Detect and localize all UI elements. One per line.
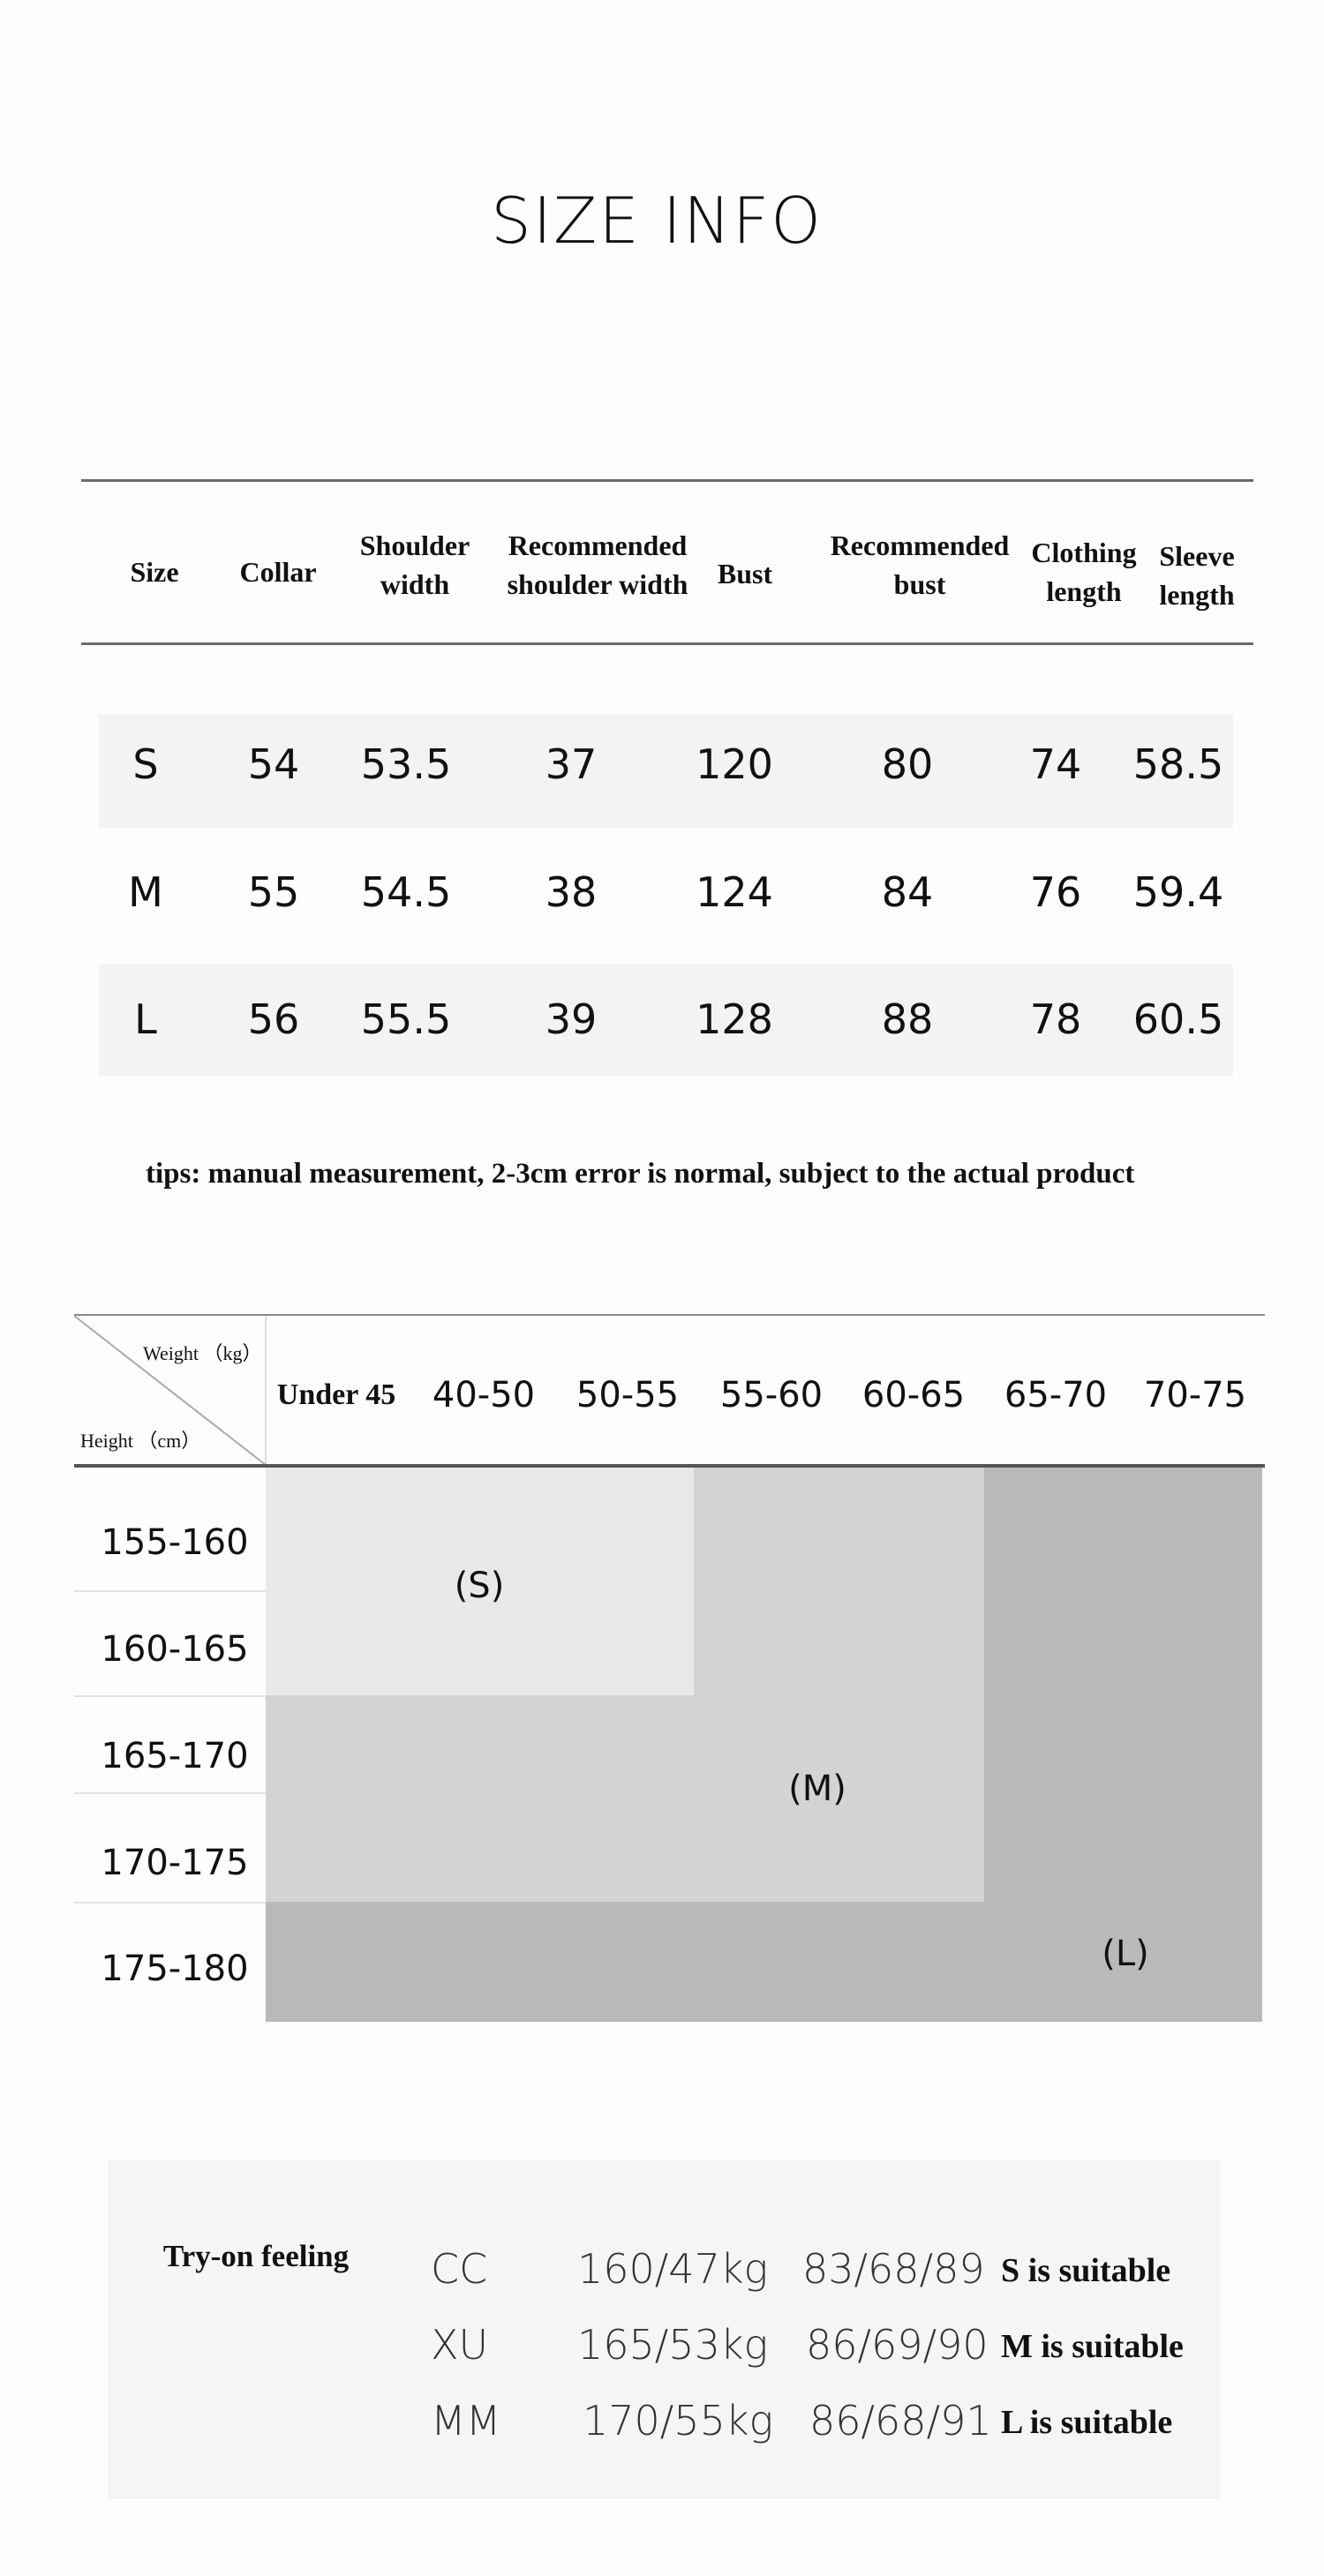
table-cell: 58.5 (1132, 740, 1224, 788)
diagonal-divider (74, 1316, 266, 1465)
region-label-m: (M) (788, 1769, 846, 1809)
table-cell: 120 (696, 740, 773, 788)
table-top-rule (81, 479, 1253, 482)
region-m (266, 1695, 694, 1902)
table-cell: 84 (881, 868, 934, 916)
model-name: CC (431, 2245, 488, 2293)
table-cell: 54 (247, 740, 300, 788)
table-cell: 80 (881, 740, 934, 788)
weight-header: Under 45 (276, 1378, 396, 1411)
model-height-weight: 170/55kg (583, 2397, 774, 2445)
chart-header-rule (74, 1464, 1265, 1468)
region-label-l: (L) (1102, 1934, 1149, 1974)
weight-header: 60-65 (861, 1375, 966, 1416)
fit-result: S is suitable (1001, 2252, 1171, 2289)
fit-result: M is suitable (1001, 2328, 1184, 2365)
tips-note: tips: manual measurement, 2-3cm error is… (146, 1158, 1135, 1190)
column-header: Shoulder width (359, 529, 470, 600)
weight-header: 70-75 (1143, 1375, 1247, 1416)
column-header: Bust (717, 558, 773, 590)
model-name: MM (431, 2397, 501, 2445)
column-header: Collar (239, 556, 317, 588)
height-row-label: 175-180 (101, 1949, 249, 1989)
model-height-weight: 165/53kg (577, 2321, 769, 2369)
region-s (266, 1467, 694, 1695)
model-name: XU (431, 2321, 489, 2369)
region-m (694, 1467, 984, 1902)
model-measurements: 86/69/90 (806, 2321, 989, 2369)
table-cell: 54.5 (360, 868, 452, 916)
column-header: Clothing length (1031, 537, 1137, 607)
try-on-label: Try-on feeling (162, 2239, 350, 2273)
height-row-label: 165-170 (101, 1736, 249, 1776)
table-cell: M (128, 868, 163, 916)
table-header-rule (81, 642, 1253, 645)
table-cell: 38 (545, 868, 598, 916)
model-measurements: 83/68/89 (802, 2245, 985, 2293)
column-header: Recommended bust (830, 529, 1010, 600)
weight-axis-label: Weight （kg） (143, 1342, 262, 1364)
row-band (99, 715, 1233, 828)
table-cell: 128 (696, 995, 773, 1043)
row-band (99, 965, 1233, 1076)
table-cell: 59.4 (1132, 868, 1224, 916)
height-axis-label: Height （cm） (80, 1430, 201, 1452)
weight-header: 40-50 (432, 1375, 536, 1416)
table-cell: 39 (545, 995, 598, 1043)
table-cell: 55 (247, 868, 300, 916)
model-height-weight: 160/47kg (577, 2245, 769, 2293)
table-cell: 76 (1029, 868, 1082, 916)
chart-top-rule (74, 1314, 1265, 1316)
region-l (266, 1902, 984, 2022)
table-cell: 88 (881, 995, 934, 1043)
table-cell: 124 (696, 868, 773, 916)
height-row-label: 170-175 (101, 1843, 249, 1883)
table-cell: 55.5 (360, 995, 452, 1043)
table-cell: L (134, 995, 157, 1043)
table-cell: S (132, 740, 159, 788)
column-header: Size (130, 556, 179, 588)
model-measurements: 86/68/91 (809, 2397, 992, 2445)
column-header: Sleeve length (1159, 540, 1235, 611)
table-cell: 74 (1029, 740, 1082, 788)
page-title: SIZE INFO (491, 184, 823, 258)
height-row-label: 160-165 (101, 1629, 249, 1670)
table-cell: 60.5 (1132, 995, 1224, 1043)
region-l (984, 1467, 1262, 2022)
weight-header: 55-60 (719, 1375, 824, 1416)
weight-header: 50-55 (575, 1375, 680, 1416)
weight-header: 65-70 (1004, 1375, 1108, 1416)
table-cell: 37 (545, 740, 598, 788)
try-on-panel (108, 2159, 1220, 2498)
region-label-s: (S) (454, 1566, 505, 1606)
fit-result: L is suitable (1001, 2404, 1173, 2441)
column-header: Recommended shoulder width (507, 529, 688, 600)
header-divider (265, 1316, 267, 1465)
table-cell: 53.5 (360, 740, 452, 788)
height-row-label: 155-160 (101, 1522, 249, 1563)
table-cell: 56 (247, 995, 300, 1043)
table-cell: 78 (1029, 995, 1082, 1043)
